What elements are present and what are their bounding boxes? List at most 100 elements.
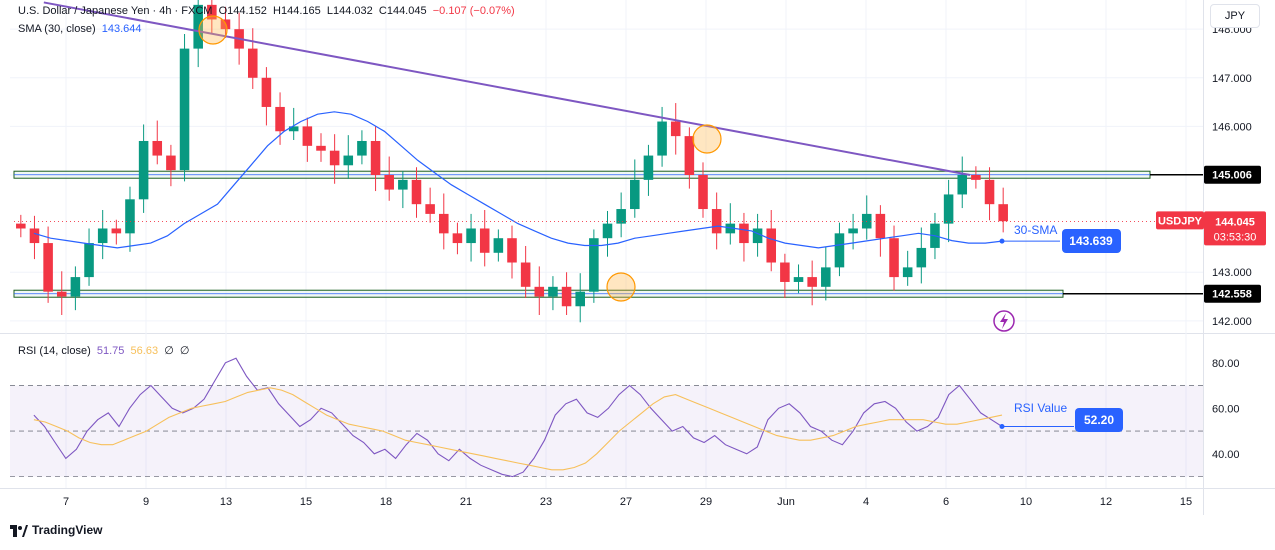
time-tick-label: 15 bbox=[1180, 496, 1192, 508]
candle-body bbox=[357, 140, 367, 156]
price-badge-countdown: 03:53:30 bbox=[1214, 231, 1257, 243]
candle-body bbox=[466, 228, 476, 244]
lightning-icon-ring bbox=[993, 310, 1015, 332]
candle-body bbox=[889, 238, 899, 278]
overlays: 30-SMA 143.639 bbox=[14, 1, 1203, 332]
rsi-badge-text: 52.20 bbox=[1084, 413, 1114, 427]
lightning-icon bbox=[993, 310, 1015, 332]
time-tick-label: 27 bbox=[620, 496, 632, 508]
sma-badge-text: 143.639 bbox=[1069, 234, 1113, 248]
candle-body bbox=[29, 228, 40, 244]
price-tick-label: 143.000 bbox=[1212, 267, 1252, 279]
sma-endpoint bbox=[999, 238, 1005, 244]
brand-text: TradingView bbox=[32, 523, 103, 537]
candle-body bbox=[343, 155, 354, 166]
time-tick-label: 4 bbox=[863, 496, 869, 508]
time-tick-label: 10 bbox=[1020, 496, 1032, 508]
rsi-annotation: RSI Value bbox=[1014, 401, 1067, 415]
currency-button[interactable]: JPY bbox=[1210, 4, 1260, 28]
candle-body bbox=[875, 213, 886, 239]
rsi-legend[interactable]: RSI (14, close) 51.75 56.63 ∅ ∅ bbox=[18, 344, 190, 357]
price-tick-label: 147.000 bbox=[1212, 73, 1252, 85]
candle-body bbox=[111, 228, 122, 234]
rsi-value: 51.75 bbox=[96, 345, 125, 357]
rsi-tick-label: 80.00 bbox=[1212, 358, 1240, 370]
candle-body bbox=[534, 286, 545, 297]
candle-body bbox=[575, 291, 585, 307]
change-value: −0.107 (−0.07%) bbox=[432, 5, 515, 17]
sma-value: 143.644 bbox=[101, 23, 142, 35]
chart-header: U.S. Dollar / Japanese Yen · 4h · FXCM O… bbox=[18, 5, 515, 17]
time-tick-label: 21 bbox=[460, 496, 472, 508]
candle-body bbox=[152, 140, 163, 156]
level-badge-text: 145.006 bbox=[1212, 170, 1252, 182]
rsi-tick-label: 60.00 bbox=[1212, 403, 1240, 415]
rsi-label: RSI (14, close) bbox=[18, 345, 91, 357]
rsi-extra-2: ∅ bbox=[179, 345, 190, 357]
symbol-badge bbox=[1156, 211, 1204, 230]
candle-body bbox=[684, 136, 695, 176]
candle-body bbox=[670, 121, 681, 137]
sma-annotation: 30-SMA bbox=[1014, 223, 1057, 237]
candle-body bbox=[780, 262, 790, 282]
price-tick-label: 146.000 bbox=[1212, 121, 1252, 133]
time-tick-label: 23 bbox=[540, 496, 552, 508]
close-value: 144.045 bbox=[386, 5, 427, 17]
rsi-extra-1: ∅ bbox=[164, 345, 174, 357]
candles bbox=[16, 0, 1008, 323]
high-value: 144.165 bbox=[280, 5, 321, 17]
rsi-endpoint bbox=[999, 424, 1005, 430]
price-badge bbox=[1204, 211, 1266, 246]
candle-body bbox=[493, 238, 504, 253]
candle-body bbox=[561, 286, 572, 307]
swing-point-marker bbox=[692, 124, 722, 154]
lightning-icon-bolt bbox=[1000, 313, 1008, 329]
rsi-ma-value: 56.63 bbox=[130, 345, 159, 357]
candle-body bbox=[507, 238, 517, 263]
candle-body bbox=[479, 228, 490, 253]
open-value: 144.152 bbox=[227, 5, 267, 17]
candle-body bbox=[793, 277, 804, 282]
time-tick-label: 18 bbox=[380, 496, 392, 508]
candle-body bbox=[657, 121, 667, 156]
level-badge bbox=[1204, 165, 1261, 184]
time-tick-label: 7 bbox=[63, 496, 69, 508]
candle-body bbox=[698, 175, 708, 210]
candle-body bbox=[807, 277, 817, 287]
candle-body bbox=[275, 106, 285, 132]
price-badge-value: 144.045 bbox=[1215, 216, 1255, 228]
candle-body bbox=[821, 267, 831, 287]
candle-body bbox=[384, 175, 394, 190]
time-tick-label: 12 bbox=[1100, 496, 1112, 508]
candle-body bbox=[739, 223, 749, 244]
rsi-ma-line bbox=[33, 387, 1003, 471]
tradingview-icon bbox=[10, 524, 28, 537]
symbol-title: U.S. Dollar / Japanese Yen · 4h · FXCM bbox=[18, 5, 213, 17]
tradingview-logo[interactable]: TradingView bbox=[10, 523, 102, 537]
candle-body bbox=[125, 199, 135, 234]
candle-body bbox=[425, 204, 435, 214]
candle-body bbox=[179, 48, 190, 171]
sma-label: SMA (30, close) bbox=[18, 23, 96, 35]
candle-body bbox=[834, 233, 845, 268]
time-tick-label: 29 bbox=[700, 496, 712, 508]
trendline bbox=[43, 1, 971, 176]
candle-body bbox=[984, 179, 995, 205]
candle-body bbox=[971, 175, 981, 180]
candle-body bbox=[643, 155, 654, 180]
candle-body bbox=[398, 179, 408, 190]
level-badge-text: 142.558 bbox=[1212, 289, 1252, 301]
candle-body bbox=[957, 175, 968, 195]
sma-legend[interactable]: SMA (30, close) 143.644 bbox=[18, 23, 142, 35]
candle-body bbox=[998, 204, 1008, 222]
candle-body bbox=[138, 140, 149, 200]
candle-body bbox=[302, 126, 313, 146]
price-tick-label: 142.000 bbox=[1212, 316, 1252, 328]
candle-body bbox=[411, 179, 422, 205]
candle-body bbox=[452, 233, 463, 244]
candle-body bbox=[752, 228, 763, 244]
candle-body bbox=[97, 228, 108, 244]
candle-body bbox=[766, 228, 777, 263]
candle-body bbox=[902, 267, 913, 278]
